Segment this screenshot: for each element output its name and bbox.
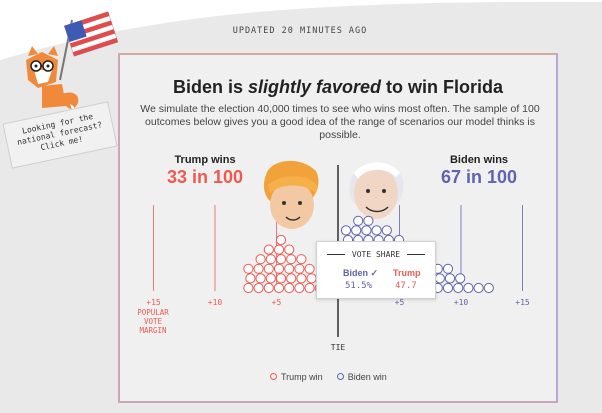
trump-win-dot — [304, 282, 315, 294]
trump-win-dot — [273, 282, 285, 294]
legend-biden-swatch — [336, 373, 344, 381]
biden-caricature-icon — [349, 162, 404, 219]
legend-trump-label: Trump win — [281, 371, 323, 382]
biden-wins-label: Biden wins — [449, 154, 509, 166]
tick-label-trump-15: +15 — [146, 298, 161, 307]
biden-win-dot — [351, 225, 362, 236]
biden-win-dot — [381, 225, 392, 236]
headline-emphasis: slightly favored — [247, 77, 382, 97]
biden-win-dot — [473, 282, 484, 294]
biden-win-dot — [434, 273, 445, 284]
trump-win-dot — [243, 282, 254, 294]
trump-win-dot — [294, 263, 305, 274]
biden-odds: 67 in 100 — [440, 167, 518, 187]
trump-wins-label: Trump wins — [174, 154, 236, 166]
trump-win-dot — [253, 263, 264, 274]
tick-label-biden-10: +10 — [453, 298, 469, 307]
tick-label-biden-15: +15 — [515, 298, 530, 307]
tick-label-trump-10: +10 — [207, 298, 223, 307]
biden-win-dot — [363, 215, 374, 226]
tooltip-biden-value: 51.5% — [345, 281, 373, 291]
trump-win-dot — [275, 273, 287, 284]
tick-label-biden-5: +5 — [394, 298, 405, 307]
margin-label-line-1: POPULAR — [137, 308, 169, 317]
margin-label-line-3: MARGIN — [139, 326, 167, 335]
trump-win-dot — [273, 244, 285, 255]
tooltip-title: VOTE SHARE — [351, 250, 401, 259]
biden-win-dot — [371, 225, 382, 236]
biden-win-dot — [442, 282, 454, 294]
updated-timestamp: UPDATED 20 MINUTES AGO — [232, 26, 368, 36]
tooltip-trump-value: 47.7 — [395, 281, 417, 291]
trump-win-dot — [306, 273, 317, 284]
biden-win-dot — [340, 225, 352, 236]
card-headline: Biden is slightly favored to win Florida — [120, 77, 556, 98]
trump-win-dot — [286, 254, 297, 265]
tooltip-trump-label: Trump — [393, 268, 421, 278]
biden-win-dot — [455, 273, 466, 284]
trump-win-dot — [275, 254, 287, 265]
trump-win-dot — [284, 244, 295, 255]
fox-mascot-icon[interactable] — [12, 10, 122, 115]
legend: Trump win Biden win — [270, 371, 420, 382]
trump-win-dot — [284, 282, 295, 294]
tooltip-rule-left — [327, 254, 345, 255]
trump-win-dot — [265, 273, 276, 284]
biden-win-dot — [444, 273, 456, 284]
biden-win-dot — [361, 225, 372, 236]
biden-win-dot — [453, 282, 464, 294]
trump-odds: 33 in 100 — [166, 167, 244, 187]
trump-win-dot — [263, 282, 274, 294]
card-subhead: We simulate the election 40,000 times to… — [140, 103, 540, 141]
biden-win-dot — [463, 282, 474, 294]
trump-win-dot — [284, 263, 295, 274]
biden-win-dot — [353, 215, 364, 226]
trump-win-dot — [243, 263, 254, 274]
headline-post: to win Florida — [381, 77, 504, 97]
forecast-card: Biden is slightly favored to win Florida… — [118, 53, 558, 403]
trump-win-dot — [265, 254, 276, 265]
margin-label-line-2: VOTE — [143, 317, 163, 326]
tick-label-trump-5: +5 — [271, 298, 282, 307]
trump-win-dot — [263, 263, 274, 274]
trump-win-dot — [263, 244, 274, 255]
tooltip-biden-label: Biden ✓ — [343, 268, 379, 278]
trump-win-dot — [296, 273, 307, 284]
trump-win-dot — [255, 254, 266, 265]
biden-win-dot — [442, 263, 454, 274]
legend-trump-swatch — [270, 373, 277, 381]
trump-win-dot — [286, 273, 297, 284]
biden-win-dot — [483, 282, 494, 294]
trump-win-dot — [296, 254, 307, 265]
trump-win-dot — [255, 273, 266, 284]
trump-win-dot — [253, 282, 264, 294]
tie-label: TIE — [330, 343, 346, 352]
vote-share-tooltip: VOTE SHARE Biden ✓ Trump 51.5% 47.7 — [316, 241, 436, 299]
trump-win-dot — [275, 234, 287, 246]
trump-win-dot — [245, 273, 256, 284]
trump-win-dot — [273, 263, 285, 274]
trump-win-dot — [294, 282, 305, 294]
trump-win-dot — [304, 263, 315, 274]
popular-vote-margin-label: POPULAR VOTE MARGIN — [130, 308, 176, 335]
legend-biden-label: Biden win — [347, 371, 387, 382]
trump-caricature-icon — [263, 160, 319, 229]
tooltip-rule-right — [407, 254, 425, 255]
headline-pre: Biden is — [172, 77, 248, 97]
